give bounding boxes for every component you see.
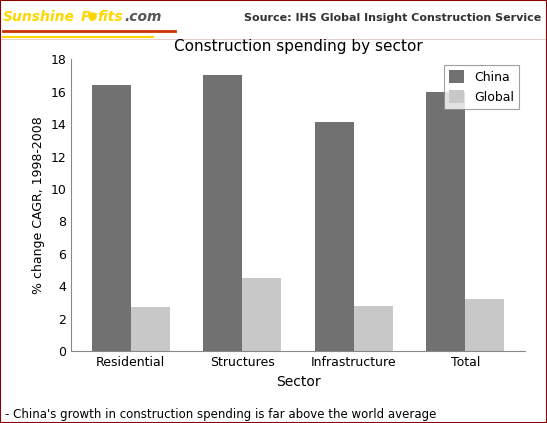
Text: Pr: Pr bbox=[81, 10, 97, 24]
Bar bbox=[131, 307, 170, 351]
Legend: China, Global: China, Global bbox=[444, 66, 519, 109]
Text: .com: .com bbox=[125, 10, 162, 24]
Bar bbox=[354, 306, 393, 351]
Text: - China's growth in construction spending is far above the world average: - China's growth in construction spendin… bbox=[5, 408, 437, 421]
Bar bbox=[242, 278, 281, 351]
Title: Construction spending by sector: Construction spending by sector bbox=[174, 39, 422, 54]
Bar bbox=[465, 299, 504, 351]
Text: Sunshine: Sunshine bbox=[3, 10, 74, 24]
Text: Source: IHS Global Insight Construction Service: Source: IHS Global Insight Construction … bbox=[245, 13, 542, 23]
Y-axis label: % change CAGR, 1998-2008: % change CAGR, 1998-2008 bbox=[32, 116, 45, 294]
X-axis label: Sector: Sector bbox=[276, 374, 321, 388]
Bar bbox=[203, 75, 242, 351]
Text: fits: fits bbox=[97, 10, 123, 24]
Bar bbox=[427, 92, 465, 351]
Bar bbox=[315, 123, 354, 351]
Bar bbox=[92, 85, 131, 351]
